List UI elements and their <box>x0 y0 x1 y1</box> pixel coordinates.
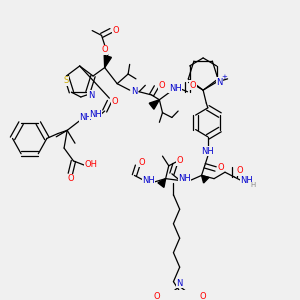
Polygon shape <box>202 176 209 183</box>
Text: NH: NH <box>80 113 92 122</box>
Text: NH: NH <box>241 176 253 185</box>
Text: O: O <box>154 292 160 300</box>
Text: OH: OH <box>84 160 97 169</box>
Text: N: N <box>131 87 138 96</box>
Text: O: O <box>217 163 224 172</box>
Text: NH: NH <box>89 110 102 119</box>
Text: O: O <box>112 26 119 35</box>
Text: NH: NH <box>142 176 155 185</box>
Text: N: N <box>176 279 183 288</box>
Text: N: N <box>217 78 223 87</box>
Text: O: O <box>139 158 146 167</box>
Text: S: S <box>64 76 69 85</box>
Text: O: O <box>176 156 183 165</box>
Text: O: O <box>159 81 165 90</box>
Text: N: N <box>88 91 94 100</box>
Text: O: O <box>199 292 206 300</box>
Polygon shape <box>158 178 166 188</box>
Polygon shape <box>104 55 111 68</box>
Text: H: H <box>250 182 256 188</box>
Polygon shape <box>149 100 159 109</box>
Text: NH: NH <box>178 174 191 183</box>
Text: +: + <box>221 74 227 80</box>
Text: O: O <box>67 174 74 183</box>
Text: O: O <box>237 166 243 175</box>
Text: NH: NH <box>169 84 182 93</box>
Text: NH: NH <box>201 147 214 156</box>
Text: O: O <box>101 45 108 54</box>
Text: O: O <box>190 81 196 90</box>
Text: O: O <box>112 97 118 106</box>
